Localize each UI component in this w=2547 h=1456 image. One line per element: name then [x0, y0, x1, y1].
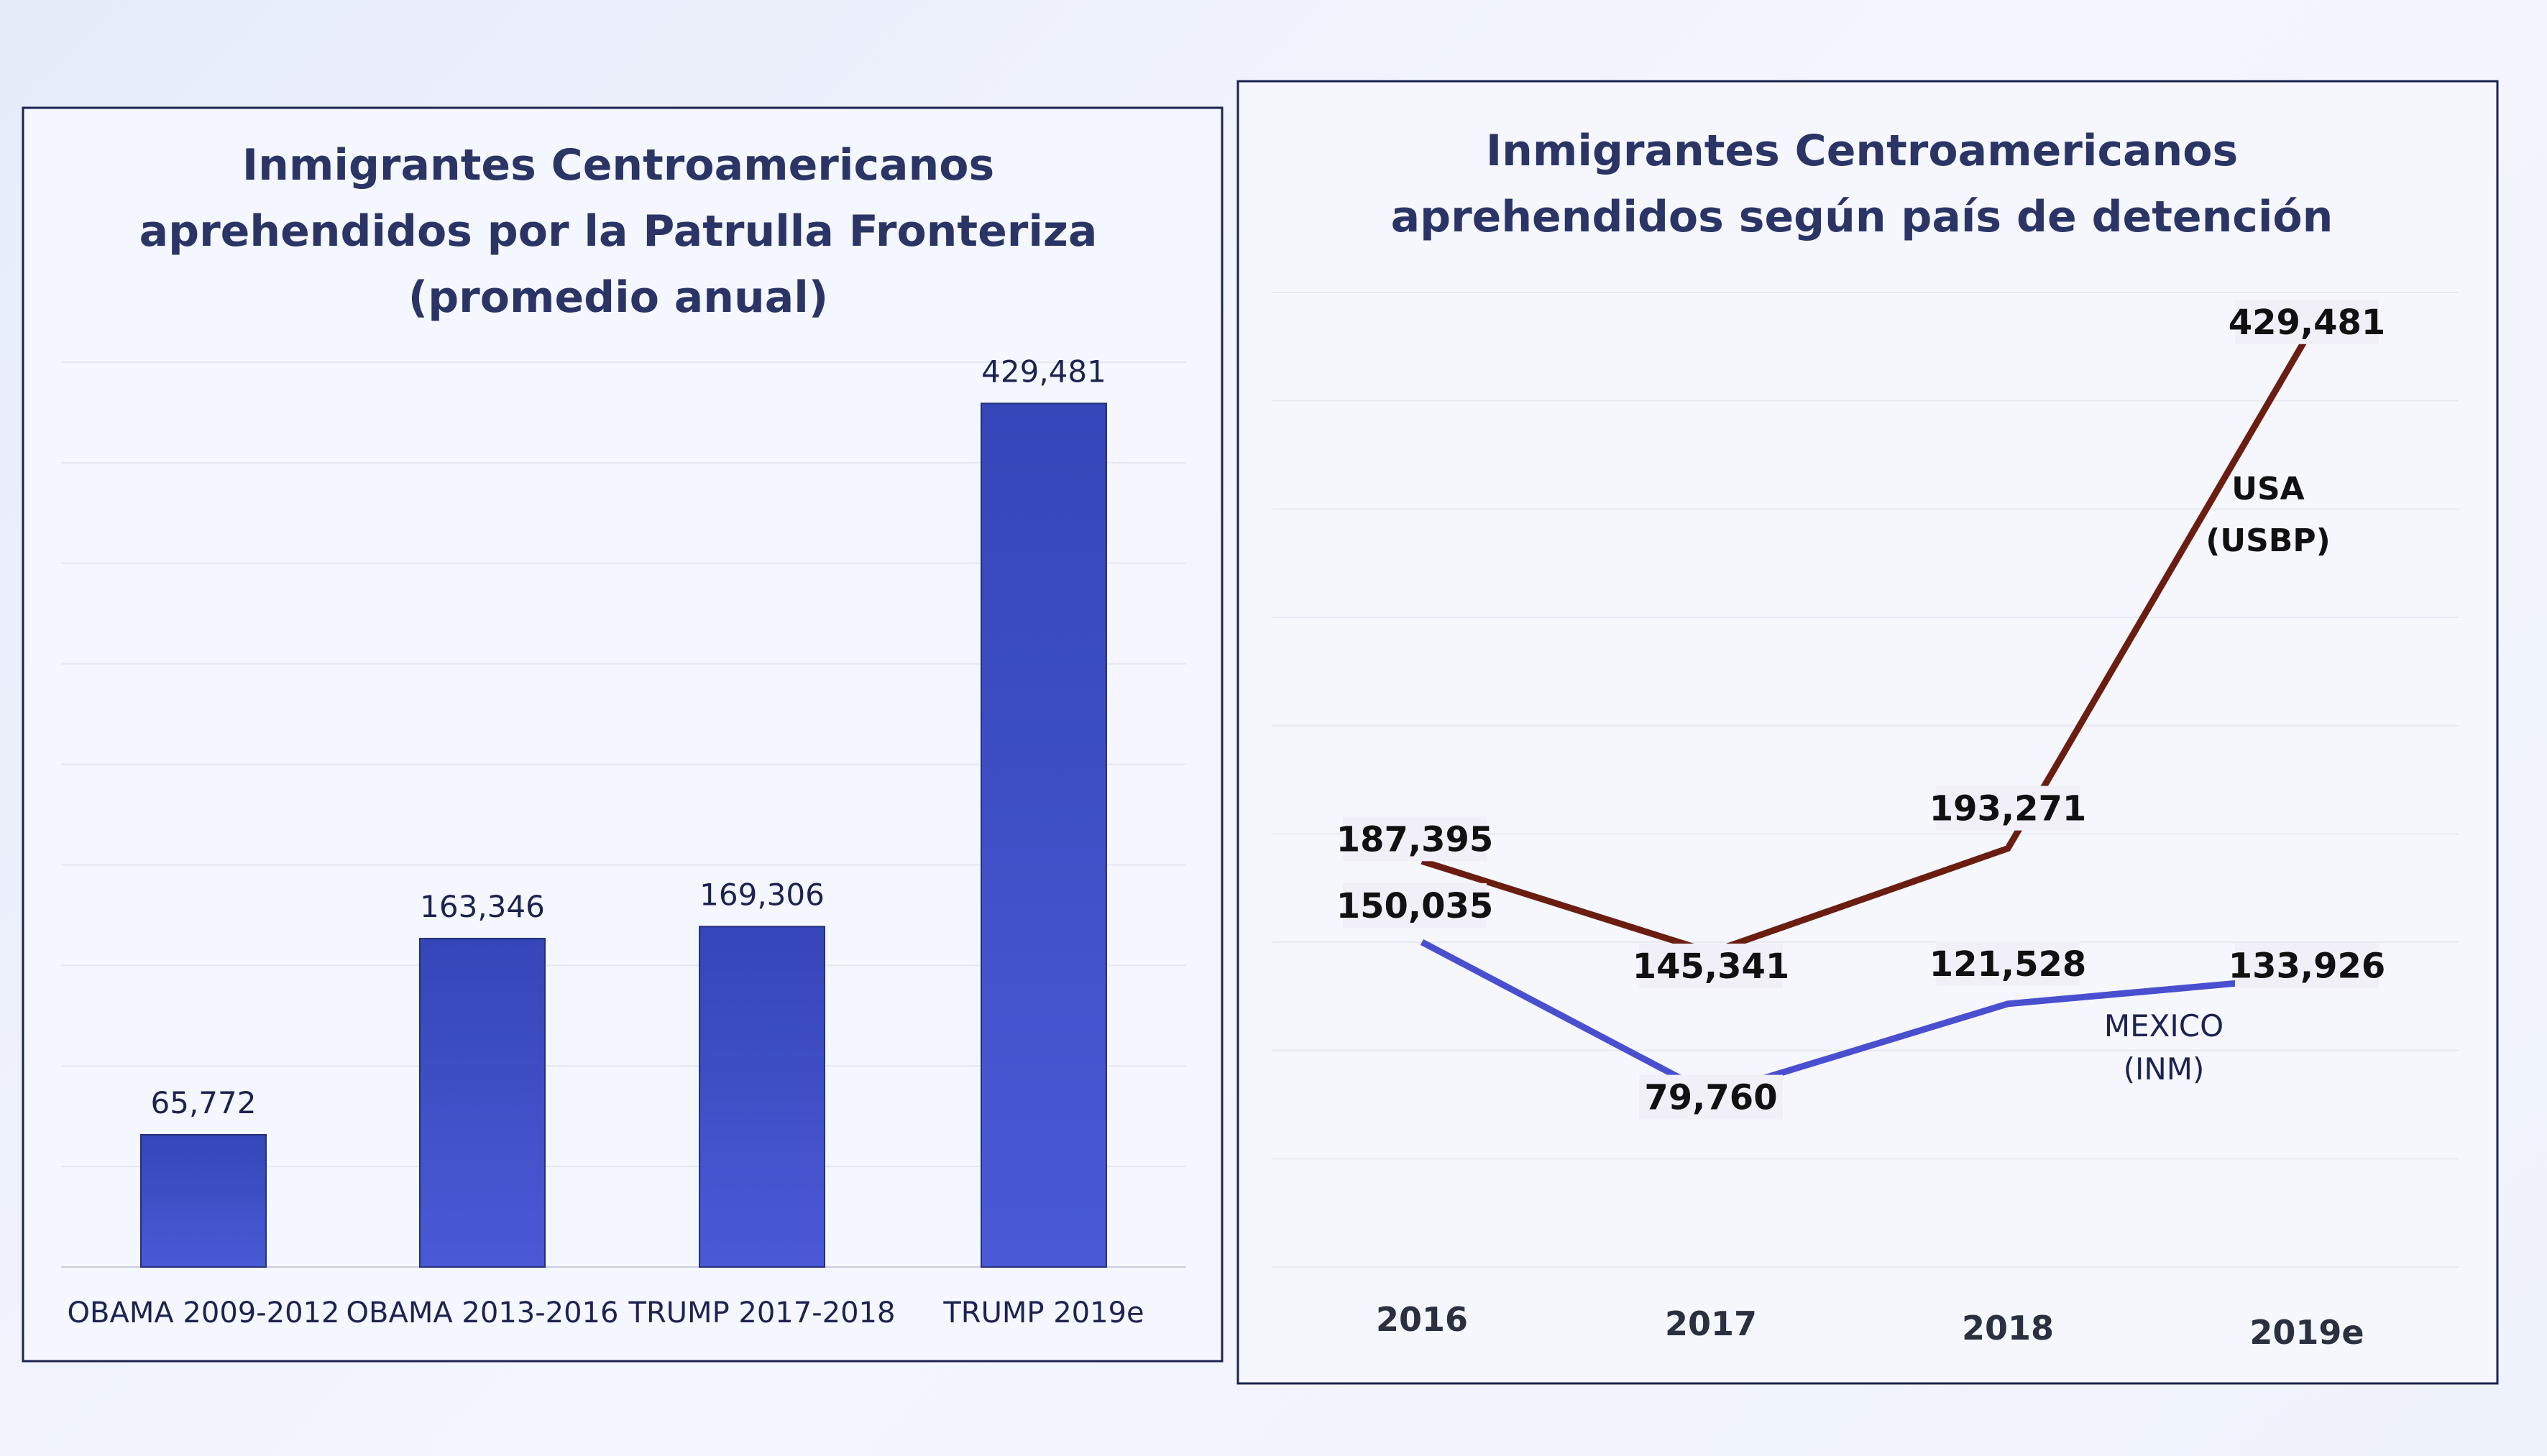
data-label: 133,926	[2229, 946, 2386, 986]
bar	[419, 937, 546, 1268]
series-name-usa: USA	[2231, 471, 2304, 507]
data-label-bg	[1936, 785, 2080, 831]
data-label: 163,346	[420, 889, 545, 924]
x-tick-label: 2016	[1376, 1300, 1468, 1339]
chart-title-line: (promedio anual)	[408, 272, 828, 323]
bar	[981, 402, 1107, 1268]
data-label: 150,035	[1336, 886, 1494, 926]
data-label: 121,528	[1929, 944, 2087, 985]
data-label-bg	[1343, 816, 1487, 862]
x-tick-label: OBAMA 2009-2012	[68, 1296, 340, 1330]
x-tick-label: 2019e	[2249, 1313, 2364, 1352]
series-line	[1421, 335, 2310, 956]
chart-title-line: Inmigrantes Centroamericanos	[242, 140, 994, 190]
x-tick-label: 2018	[1962, 1309, 2054, 1347]
bar	[140, 1133, 267, 1268]
data-label: 193,271	[1929, 789, 2087, 829]
bar	[699, 926, 825, 1268]
chart-title-line: Inmigrantes Centroamericanos	[1486, 126, 2238, 176]
x-tick-label: 2017	[1665, 1304, 1757, 1343]
x-tick-label: OBAMA 2013-2016	[347, 1296, 619, 1330]
series-line	[1420, 939, 2308, 1098]
x-tick-label: TRUMP 2019e	[942, 1296, 1144, 1330]
data-label-bg	[1343, 883, 1487, 928]
line-chart-panel	[1236, 80, 2499, 1385]
series-name-usa: (USBP)	[2206, 522, 2330, 559]
data-label: 429,481	[981, 354, 1106, 389]
data-label: 429,481	[2229, 303, 2386, 343]
data-label-bg	[2235, 299, 2379, 344]
data-label-bg	[1639, 1074, 1783, 1120]
data-label: 65,772	[151, 1085, 257, 1120]
data-label: 187,395	[1336, 819, 1494, 860]
data-label-bg	[1936, 941, 2080, 986]
data-label: 169,306	[699, 877, 825, 912]
chart-title-line: aprehendidos según país de detención	[1391, 192, 2333, 242]
data-label-bg	[2235, 943, 2379, 988]
data-label: 79,760	[1644, 1078, 1777, 1118]
chart-title-line: aprehendidos por la Patrulla Fronteriza	[139, 206, 1098, 257]
x-tick-label: TRUMP 2017-2018	[628, 1296, 896, 1330]
series-name-mexico: (INM)	[2124, 1051, 2205, 1087]
data-label-bg	[1639, 944, 1783, 989]
series-name-mexico: MEXICO	[2104, 1008, 2224, 1043]
data-label: 145,341	[1633, 946, 1790, 987]
